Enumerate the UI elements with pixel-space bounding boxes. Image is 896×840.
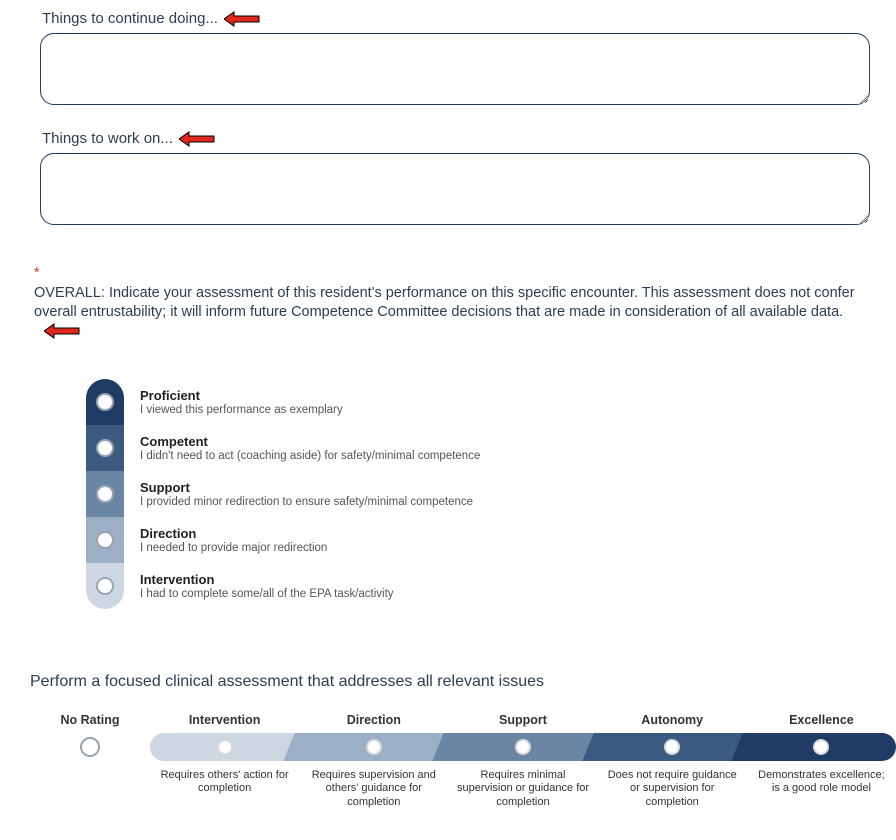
vscale-desc: I needed to provide major redirection xyxy=(140,542,327,554)
horizontal-bar-container: Intervention Direction Support Autonomy Exce… xyxy=(150,713,896,810)
hscale-title-col: Direction xyxy=(299,713,448,727)
vscale-desc: I viewed this performance as exemplary xyxy=(140,404,343,416)
vscale-cell xyxy=(86,379,124,425)
no-rating-column: No Rating xyxy=(30,713,150,757)
vscale-radio[interactable] xyxy=(96,577,114,595)
vscale-text: CompetentI didn't need to act (coaching … xyxy=(124,434,480,462)
vscale-title: Competent xyxy=(140,434,480,449)
vscale-title: Intervention xyxy=(140,572,394,587)
hscale-desc: Requires minimal supervision or guidance… xyxy=(454,769,591,810)
work-on-text: Things to work on... xyxy=(42,130,173,147)
hscale-segment xyxy=(598,733,747,761)
vertical-rating-scale: ProficientI viewed this performance as e… xyxy=(86,379,606,609)
hscale-desc: Requires others' action for completion xyxy=(156,769,293,797)
hscale-segment xyxy=(150,733,299,761)
vscale-title: Direction xyxy=(140,526,327,541)
annotation-arrow-icon xyxy=(224,11,260,27)
continue-doing-label: Things to continue doing... xyxy=(42,10,896,27)
hscale-desc-col: Does not require guidance or supervision… xyxy=(598,769,747,810)
vscale-title: Support xyxy=(140,480,473,495)
annotation-arrow-icon xyxy=(179,131,215,147)
vscale-radio[interactable] xyxy=(96,393,114,411)
vscale-radio[interactable] xyxy=(96,531,114,549)
overall-text: OVERALL: Indicate your assessment of thi… xyxy=(34,284,896,323)
hscale-segment xyxy=(448,733,597,761)
hscale-radio[interactable] xyxy=(366,739,382,755)
vscale-desc: I provided minor redirection to ensure s… xyxy=(140,496,473,508)
vscale-cell xyxy=(86,425,124,471)
horizontal-prompt: Perform a focused clinical assessment th… xyxy=(30,673,896,691)
vscale-desc: I didn't need to act (coaching aside) fo… xyxy=(140,450,480,462)
hscale-radio[interactable] xyxy=(813,739,829,755)
horizontal-rating-section: Perform a focused clinical assessment th… xyxy=(30,673,896,810)
vscale-row: CompetentI didn't need to act (coaching … xyxy=(86,425,606,471)
vscale-title: Proficient xyxy=(140,388,343,403)
vscale-row: DirectionI needed to provide major redir… xyxy=(86,517,606,563)
vscale-row: InterventionI had to complete some/all o… xyxy=(86,563,606,609)
no-rating-label: No Rating xyxy=(30,713,150,727)
hscale-title-col: Intervention xyxy=(150,713,299,727)
hscale-segment xyxy=(747,733,896,761)
work-on-input[interactable] xyxy=(40,153,870,225)
no-rating-radio[interactable] xyxy=(80,737,100,757)
vscale-radio[interactable] xyxy=(96,439,114,457)
hscale-radio[interactable] xyxy=(217,739,233,755)
continue-doing-text: Things to continue doing... xyxy=(42,10,218,27)
hscale-desc-col: Requires supervision and others' guidanc… xyxy=(299,769,448,810)
vscale-cell xyxy=(86,471,124,517)
vscale-cell xyxy=(86,563,124,609)
hscale-title: Support xyxy=(454,713,591,727)
hscale-desc: Requires supervision and others' guidanc… xyxy=(305,769,442,810)
hscale-title: Excellence xyxy=(753,713,890,727)
hscale-desc-col: Demonstrates excellence; is a good role … xyxy=(747,769,896,810)
hscale-segment xyxy=(299,733,448,761)
annotation-arrow-icon xyxy=(44,323,80,339)
overall-instruction: * OVERALL: Indicate your assessment of t… xyxy=(34,264,896,339)
work-on-label: Things to work on... xyxy=(42,130,896,147)
vscale-cell xyxy=(86,517,124,563)
continue-doing-input[interactable] xyxy=(40,33,870,105)
vscale-row: SupportI provided minor redirection to e… xyxy=(86,471,606,517)
hscale-desc-col: Requires others' action for completion xyxy=(150,769,299,810)
hscale-radio[interactable] xyxy=(515,739,531,755)
hscale-radio[interactable] xyxy=(664,739,680,755)
vscale-text: ProficientI viewed this performance as e… xyxy=(124,388,343,416)
hscale-title: Intervention xyxy=(156,713,293,727)
vscale-text: InterventionI had to complete some/all o… xyxy=(124,572,394,600)
vscale-radio[interactable] xyxy=(96,485,114,503)
hscale-title-col: Support xyxy=(448,713,597,727)
horizontal-bar xyxy=(150,733,896,761)
vscale-desc: I had to complete some/all of the EPA ta… xyxy=(140,588,394,600)
hscale-desc: Does not require guidance or supervision… xyxy=(604,769,741,810)
hscale-desc: Demonstrates excellence; is a good role … xyxy=(753,769,890,797)
required-star: * xyxy=(34,264,40,284)
vscale-text: DirectionI needed to provide major redir… xyxy=(124,526,327,554)
hscale-title-col: Autonomy xyxy=(598,713,747,727)
vscale-text: SupportI provided minor redirection to e… xyxy=(124,480,473,508)
vscale-row: ProficientI viewed this performance as e… xyxy=(86,379,606,425)
hscale-title: Direction xyxy=(305,713,442,727)
hscale-title: Autonomy xyxy=(604,713,741,727)
hscale-desc-col: Requires minimal supervision or guidance… xyxy=(448,769,597,810)
hscale-title-col: Excellence xyxy=(747,713,896,727)
